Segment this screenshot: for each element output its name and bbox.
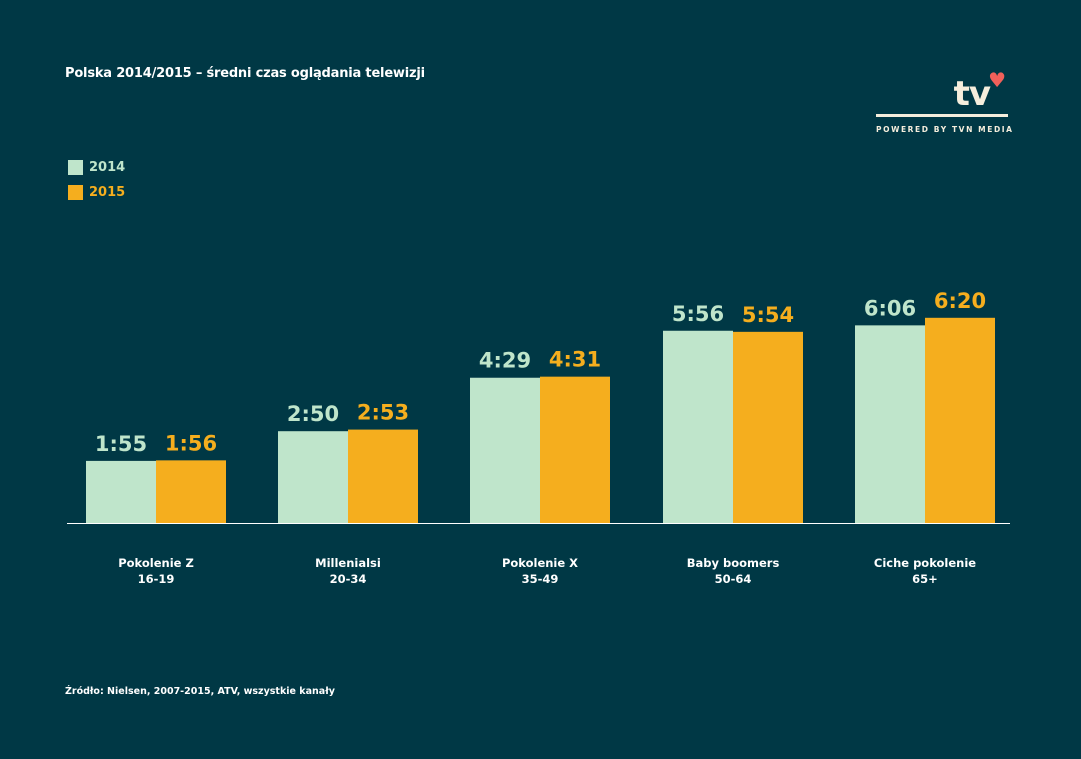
data-label: 6:20 [934,289,986,313]
category-label: Ciche pokolenie [874,556,976,570]
legend-item-2015: 2015 [68,180,125,205]
data-label: 1:55 [95,432,147,456]
legend-item-2014: 2014 [68,155,125,180]
data-label: 2:53 [357,401,409,425]
bar-2015 [348,429,418,523]
logo-divider [876,114,1008,117]
chart-title: Polska 2014/2015 – średni czas oglądania… [65,66,425,81]
tvn-logo: tv ♥ POWERED BY TVN MEDIA [876,68,1012,138]
category-label: Pokolenie Z [118,556,194,570]
data-label: 4:29 [479,349,531,373]
legend-label: 2015 [89,185,126,200]
legend-swatch [68,185,83,200]
logo-tagline: POWERED BY TVN MEDIA [876,125,1014,134]
legend-swatch [68,160,83,175]
data-label: 5:54 [742,303,794,327]
bar-2015 [733,331,803,523]
bar-2015 [540,376,610,523]
category-label: Millenialsi [315,556,381,570]
category-range-label: 65+ [912,572,938,586]
category-range-label: 35-49 [522,572,559,586]
data-label: 5:56 [672,302,724,326]
heart-icon: ♥ [988,68,1006,92]
legend: 2014 2015 [68,155,125,205]
bar-2014 [855,325,925,523]
legend-label: 2014 [89,160,126,175]
source-note: Źródło: Nielsen, 2007-2015, ATV, wszystk… [65,686,335,697]
logo-text: tv [953,74,991,114]
category-label: Pokolenie X [502,556,578,570]
category-range-label: 20-34 [330,572,367,586]
bar-2014 [663,330,733,523]
category-range-label: 50-64 [715,572,752,586]
category-label: Baby boomers [687,556,780,570]
bar-2015 [925,317,995,523]
data-label: 2:50 [287,402,339,426]
category-range-label: 16-19 [138,572,175,586]
bar-2015 [156,460,226,523]
data-label: 4:31 [549,348,601,372]
bar-2014 [470,377,540,523]
bar-2014 [86,460,156,523]
bar-2014 [278,431,348,523]
data-label: 6:06 [864,296,916,320]
data-label: 1:56 [165,431,217,455]
